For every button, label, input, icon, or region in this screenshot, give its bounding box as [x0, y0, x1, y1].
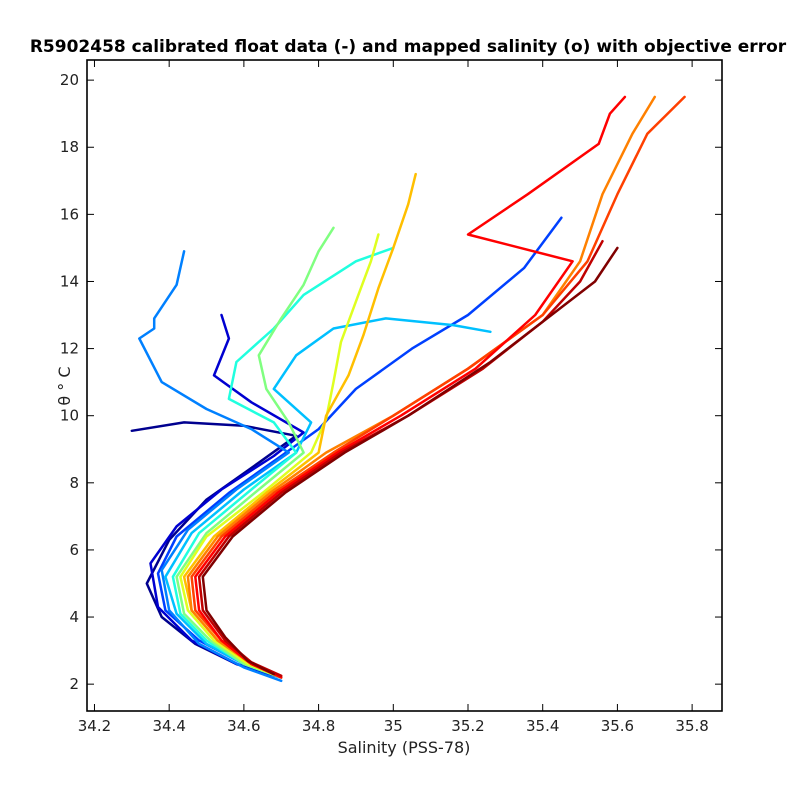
y-tick-label: 18: [60, 138, 79, 156]
series-line-5: [171, 246, 395, 679]
y-axis-label: θ ° C: [55, 366, 74, 405]
y-tick-label: 12: [60, 340, 79, 358]
y-tick-label: 20: [60, 71, 79, 89]
series-line-3: [138, 250, 290, 683]
plot-area: [87, 60, 722, 711]
series-line-1: [149, 313, 305, 679]
x-tick-label: 35.2: [451, 717, 484, 735]
y-tick-label: 14: [60, 272, 79, 290]
chart-title: R5902458 calibrated float data (-) and m…: [30, 37, 787, 57]
x-tick-label: 35.8: [675, 717, 708, 735]
y-tick-label: 10: [60, 407, 79, 425]
series-line-6: [175, 226, 335, 679]
series-line-9: [186, 95, 657, 679]
series-layer: [130, 95, 686, 683]
series-line-2: [156, 216, 563, 679]
x-tick-label: 35.6: [601, 717, 634, 735]
tick-layer: 34.2 34.4 34.6 34.8 35 35.2 35.4 35.6 35.8 2 4 6 8 10…: [60, 60, 722, 735]
y-tick-label: 16: [60, 205, 79, 223]
x-tick-label: 34.8: [302, 717, 335, 735]
x-tick-label: 34.4: [152, 717, 185, 735]
axes-frame: [86, 59, 723, 712]
y-tick-label: 2: [69, 675, 79, 693]
x-axis-label: Salinity (PSS-78): [338, 738, 471, 757]
x-tick-label: 35: [384, 717, 403, 735]
x-tick-label: 34.6: [227, 717, 260, 735]
series-line-11: [194, 95, 627, 679]
y-tick-label: 4: [69, 608, 79, 626]
x-tick-label: 34.2: [78, 717, 111, 735]
series-line-13: [201, 246, 619, 676]
series-line-7: [179, 233, 380, 679]
y-tick-label: 6: [69, 541, 79, 559]
y-tick-label: 8: [69, 474, 79, 492]
x-tick-label: 35.4: [526, 717, 559, 735]
